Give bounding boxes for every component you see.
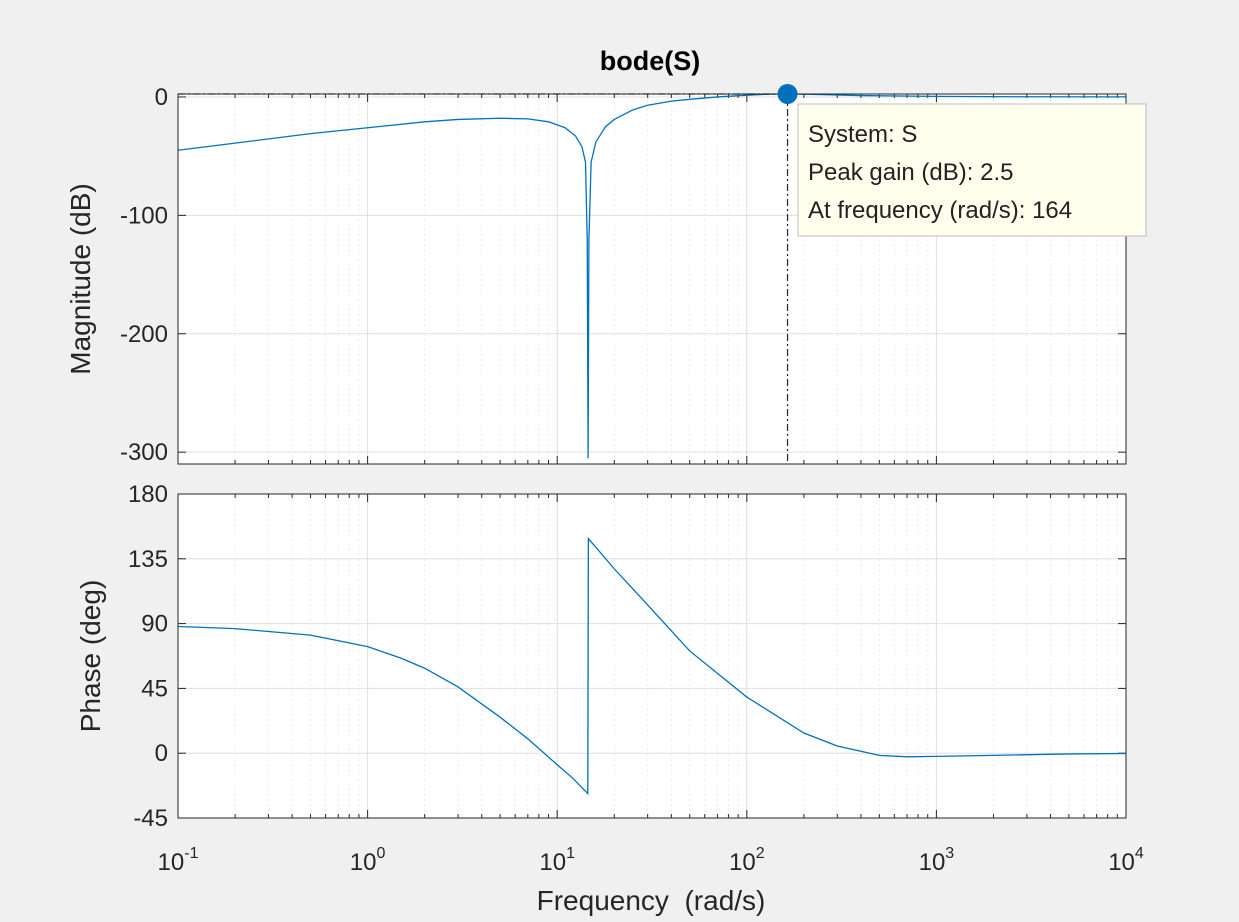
magnitude-y-axis-label: Magnitude (dB) [65, 183, 96, 374]
data-tip-frequency: At frequency (rad/s): 164 [808, 197, 1072, 224]
x-tick-label: 103 [919, 845, 955, 876]
frequency-axis-label: Frequency (rad/s) [537, 885, 766, 916]
magnitude-axes-box [177, 93, 1127, 465]
data-tip[interactable]: System: S Peak gain (dB): 2.5 At frequen… [178, 84, 1147, 464]
y-tick-label: 0 [155, 84, 168, 111]
x-tick-label: 102 [729, 845, 765, 876]
frequency-tick-labels: 10-1 100 101 102 103 104 [158, 845, 1144, 876]
data-tip-system: System: S [808, 121, 917, 148]
magnitude-y-tick-labels: 0 -100 -200 -300 [120, 84, 168, 466]
figure-title: bode(S) [600, 46, 701, 76]
x-tick-label: 101 [539, 845, 575, 876]
phase-plot-area [178, 494, 1126, 818]
y-tick-label: 0 [155, 740, 168, 767]
y-tick-label: -300 [120, 439, 168, 466]
phase-axes-box [177, 493, 1127, 819]
x-tick-label: 104 [1108, 845, 1144, 876]
y-tick-label: 135 [128, 546, 168, 573]
y-tick-label: 180 [128, 481, 168, 508]
y-tick-label: 45 [141, 675, 168, 702]
phase-axes[interactable]: 180 135 90 45 0 -45 10-1 100 101 102 103 104 Phase… [75, 481, 1144, 916]
y-tick-label: -200 [120, 321, 168, 348]
x-tick-label: 100 [350, 845, 386, 876]
data-tip-box[interactable] [797, 103, 1147, 237]
peak-gain-marker[interactable] [777, 84, 798, 104]
phase-y-axis-label: Phase (deg) [75, 580, 106, 733]
phase-y-tick-labels: 180 135 90 45 0 -45 [128, 481, 168, 832]
y-tick-label: -45 [133, 805, 168, 832]
y-tick-label: -100 [120, 202, 168, 229]
x-tick-label: 10-1 [158, 845, 199, 876]
y-tick-label: 90 [141, 611, 168, 638]
phase-series-line[interactable] [177, 536, 1127, 796]
data-tip-peak-gain: Peak gain (dB): 2.5 [808, 159, 1013, 186]
